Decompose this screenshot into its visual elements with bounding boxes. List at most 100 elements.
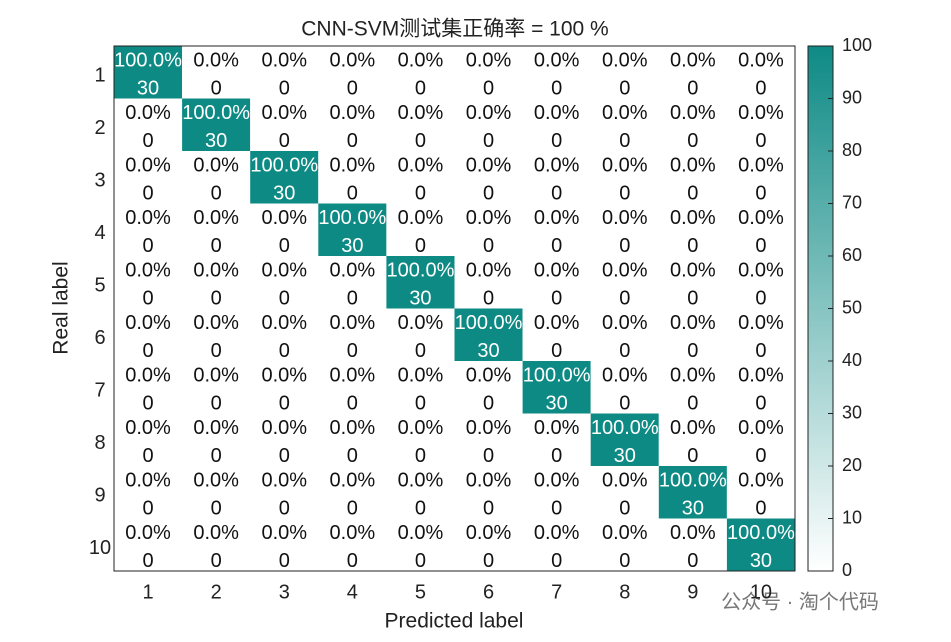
cell-percentage: 0.0%	[261, 522, 307, 544]
plot-border	[113, 45, 796, 572]
cell-count: 0	[142, 445, 153, 467]
cell	[590, 46, 659, 99]
cell-count: 0	[279, 550, 290, 572]
cell-count: 0	[483, 182, 494, 204]
cell	[250, 466, 319, 519]
cell	[318, 98, 387, 151]
cell	[522, 203, 591, 256]
cell	[454, 413, 523, 466]
cell-count: 0	[211, 497, 222, 519]
cell-percentage: 0.0%	[738, 102, 784, 124]
cell	[386, 46, 455, 99]
cell	[658, 151, 727, 204]
colorbar-tick-label: 60	[842, 245, 862, 265]
cell-count: 0	[142, 182, 153, 204]
cell-percentage: 0.0%	[534, 522, 580, 544]
cell-percentage: 0.0%	[193, 469, 239, 491]
cell-percentage: 100.0%	[250, 154, 318, 176]
cell-count: 0	[551, 445, 562, 467]
cell-count: 0	[619, 287, 630, 309]
cell	[590, 466, 659, 519]
cell	[250, 518, 319, 571]
cell	[318, 46, 387, 99]
cell-percentage: 0.0%	[738, 259, 784, 281]
cell-percentage: 0.0%	[670, 417, 716, 439]
cell-count: 0	[415, 445, 426, 467]
cell-count: 0	[347, 130, 358, 152]
cell-percentage: 0.0%	[534, 259, 580, 281]
cell-count: 0	[755, 182, 766, 204]
cell-count: 0	[551, 77, 562, 99]
cell-percentage: 0.0%	[125, 417, 171, 439]
cell-percentage: 0.0%	[670, 259, 716, 281]
cell-percentage: 0.0%	[398, 312, 444, 334]
cell	[454, 361, 523, 414]
colorbar-tick-label: 10	[842, 507, 862, 527]
cell	[522, 308, 591, 361]
y-tick-label: 6	[94, 327, 105, 349]
cell-percentage: 100.0%	[523, 364, 591, 386]
cell	[386, 98, 455, 151]
cell-percentage: 0.0%	[738, 49, 784, 71]
x-tick-label: 6	[483, 581, 494, 603]
cell	[454, 518, 523, 571]
cell-count: 0	[211, 340, 222, 362]
cell-count: 0	[279, 445, 290, 467]
cell-percentage: 100.0%	[455, 312, 523, 334]
cell-percentage: 0.0%	[193, 364, 239, 386]
cell-count: 0	[279, 287, 290, 309]
chart-title: CNN-SVM测试集正确率 = 100 %	[301, 18, 608, 41]
cell	[114, 46, 183, 99]
cell	[182, 151, 251, 204]
cell-count: 0	[142, 287, 153, 309]
cell-count: 0	[279, 340, 290, 362]
cell-percentage: 0.0%	[330, 102, 376, 124]
cell-count: 0	[755, 445, 766, 467]
cell-percentage: 0.0%	[261, 49, 307, 71]
cell-count: 0	[619, 130, 630, 152]
cell-count: 0	[347, 392, 358, 414]
cell-percentage: 0.0%	[670, 522, 716, 544]
cell	[590, 413, 659, 466]
cell-count: 0	[619, 550, 630, 572]
cell-count: 0	[347, 182, 358, 204]
cell-percentage: 0.0%	[602, 102, 648, 124]
cell	[454, 203, 523, 256]
cell	[386, 466, 455, 519]
cell-count: 0	[619, 235, 630, 257]
colorbar-tick-label: 100	[842, 35, 872, 55]
cell-percentage: 100.0%	[591, 417, 659, 439]
cell-count: 0	[279, 235, 290, 257]
cell-count: 0	[619, 392, 630, 414]
cell-count: 0	[347, 77, 358, 99]
cell-count: 0	[211, 235, 222, 257]
cell	[658, 413, 727, 466]
cell-percentage: 0.0%	[398, 49, 444, 71]
cell-count: 30	[477, 340, 499, 362]
cell-count: 0	[142, 340, 153, 362]
cell-percentage: 0.0%	[602, 49, 648, 71]
cell-count: 30	[205, 130, 227, 152]
cell-count: 0	[551, 287, 562, 309]
cell-percentage: 0.0%	[602, 522, 648, 544]
cell	[182, 46, 251, 99]
cell	[114, 203, 183, 256]
cell-percentage: 0.0%	[466, 207, 512, 229]
cell-count: 0	[755, 287, 766, 309]
cell-count: 0	[415, 497, 426, 519]
cell-count: 0	[551, 340, 562, 362]
cell	[590, 151, 659, 204]
cell-count: 0	[619, 497, 630, 519]
cell-count: 0	[619, 77, 630, 99]
cell-count: 0	[211, 77, 222, 99]
cell	[454, 308, 523, 361]
cell	[522, 151, 591, 204]
cell	[318, 151, 387, 204]
cell-percentage: 0.0%	[602, 364, 648, 386]
cell-count: 0	[755, 235, 766, 257]
x-tick-label: 5	[415, 581, 426, 603]
cell-percentage: 0.0%	[398, 469, 444, 491]
cell-count: 0	[279, 77, 290, 99]
cell-count: 0	[483, 497, 494, 519]
cell-percentage: 0.0%	[534, 417, 580, 439]
